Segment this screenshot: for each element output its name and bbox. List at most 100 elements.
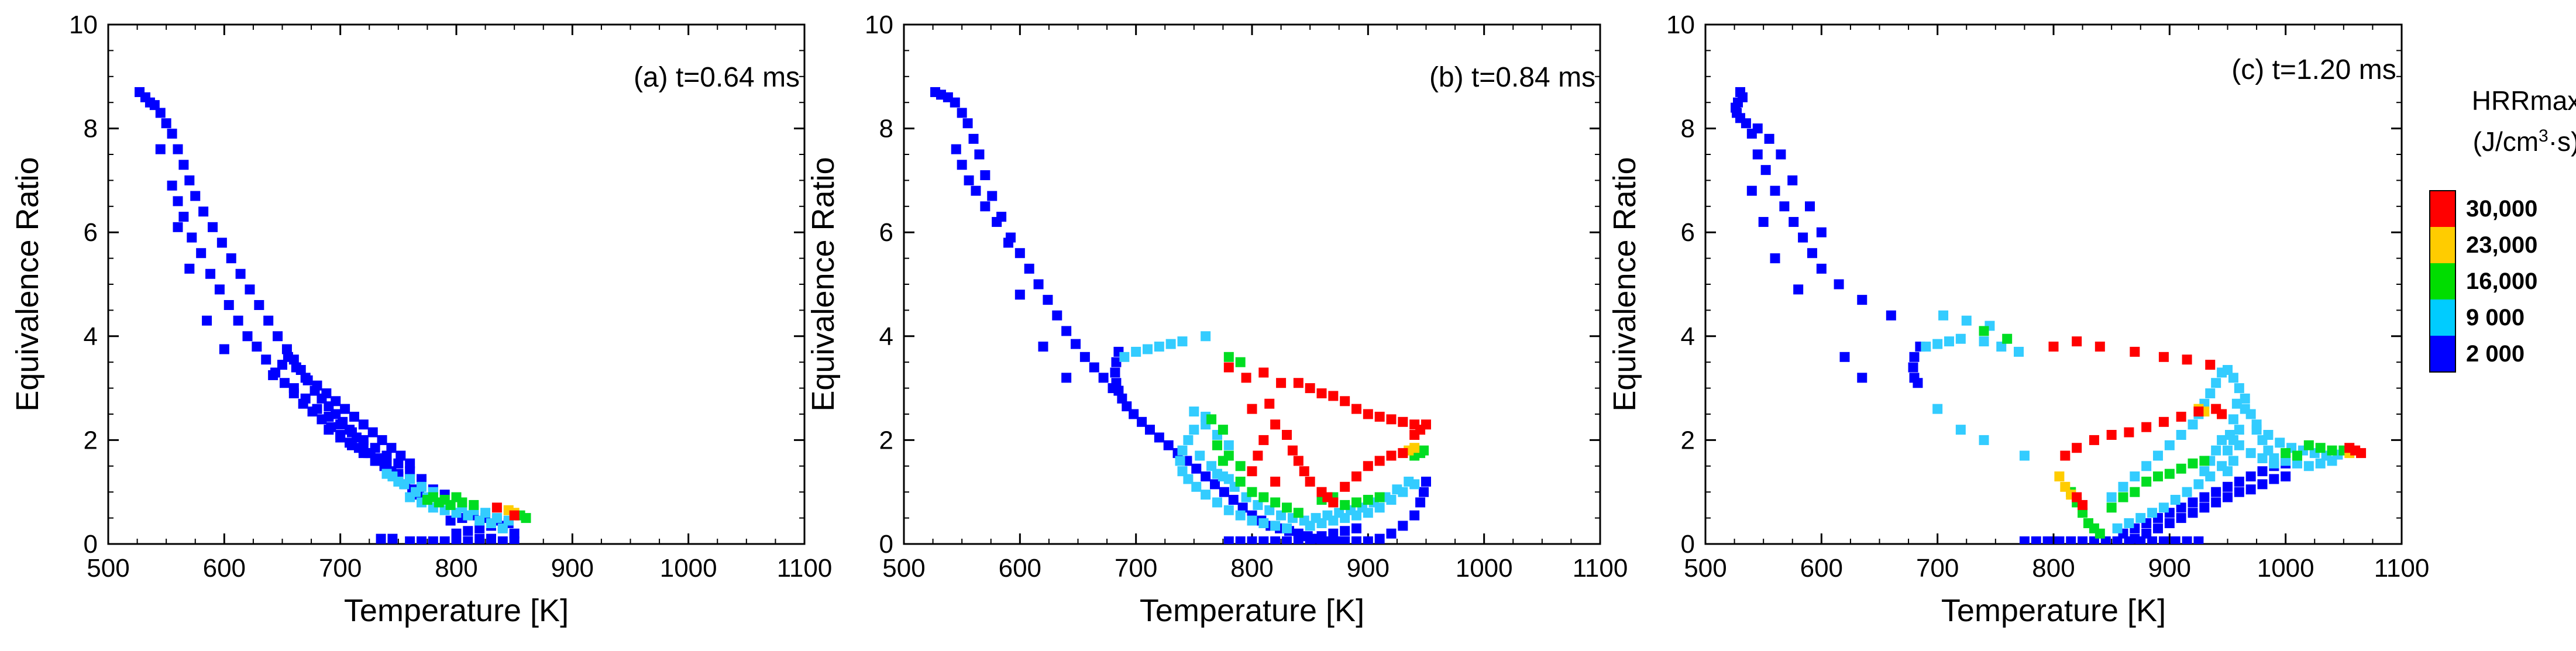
data-point — [2141, 461, 2152, 471]
data-point — [2066, 536, 2076, 544]
data-point — [1223, 474, 1234, 484]
data-point — [1386, 528, 1397, 539]
data-point — [1177, 336, 1188, 347]
data-point — [2153, 450, 2163, 461]
data-point — [1195, 450, 1205, 461]
data-point — [509, 510, 520, 521]
data-point — [155, 144, 166, 154]
markers — [135, 87, 531, 544]
data-point — [1276, 510, 1287, 521]
legend-swatch — [2430, 191, 2455, 227]
data-point — [395, 450, 406, 461]
data-point — [439, 495, 450, 505]
data-point — [2078, 508, 2088, 518]
data-point — [951, 144, 961, 154]
data-point — [486, 533, 496, 544]
data-point — [2176, 411, 2186, 422]
data-point — [474, 515, 485, 526]
data-point — [1816, 263, 1827, 274]
data-point — [376, 533, 386, 544]
y-tick-label: 4 — [1681, 322, 1695, 351]
data-point — [1079, 352, 1090, 362]
data-point — [1340, 481, 1350, 492]
legend-label: 9 000 — [2466, 305, 2525, 330]
data-point — [1351, 497, 1361, 508]
data-point — [1293, 378, 1304, 388]
legend-title: HRRmax — [2472, 85, 2576, 116]
data-point — [1218, 456, 1228, 466]
data-point — [1955, 425, 1966, 435]
data-point — [1247, 536, 1257, 544]
data-point — [2275, 438, 2285, 448]
x-tick-label: 700 — [319, 554, 362, 583]
data-point — [1409, 510, 1420, 521]
data-point — [347, 440, 357, 450]
data-point — [1374, 411, 1385, 422]
data-point — [2211, 497, 2221, 508]
x-tick-label: 600 — [203, 554, 246, 583]
data-point — [1206, 461, 1217, 471]
data-point — [254, 300, 264, 311]
data-point — [1386, 414, 1397, 425]
data-point — [1979, 435, 1989, 445]
plot-frame — [107, 23, 806, 545]
data-point — [2078, 536, 2088, 544]
data-point — [173, 222, 183, 232]
data-point — [480, 508, 491, 518]
data-point — [261, 354, 271, 365]
data-point — [1014, 248, 1025, 259]
data-point — [987, 191, 998, 201]
y-tick-label: 8 — [84, 115, 98, 143]
data-point — [2199, 456, 2210, 466]
data-point — [1122, 401, 1132, 412]
data-point — [1111, 357, 1122, 367]
data-point — [2292, 458, 2302, 469]
data-point — [1299, 515, 1309, 526]
data-point — [1746, 185, 1757, 196]
data-point — [1938, 310, 1949, 321]
data-point — [1061, 326, 1072, 336]
data-point — [974, 149, 985, 160]
data-point — [2072, 336, 2082, 347]
y-tick-label: 10 — [69, 11, 98, 39]
data-point — [1779, 201, 1790, 212]
y-tick-label: 8 — [879, 115, 893, 143]
data-point — [335, 432, 346, 443]
data-point — [347, 427, 357, 438]
data-point — [957, 108, 967, 118]
data-point — [497, 536, 508, 544]
y-tick-label: 6 — [879, 218, 893, 247]
data-point — [2060, 481, 2071, 492]
data-point — [2228, 414, 2238, 425]
data-point — [2072, 443, 2082, 453]
data-point — [1305, 383, 1315, 394]
data-point — [1270, 521, 1281, 531]
data-point — [968, 133, 979, 144]
data-point — [2356, 448, 2367, 459]
x-tick-label: 900 — [1347, 554, 1390, 583]
data-point — [219, 344, 229, 354]
data-point — [1398, 521, 1408, 531]
data-point — [1119, 352, 1130, 362]
data-point — [1913, 378, 1923, 388]
data-point — [370, 456, 380, 466]
data-point — [1857, 373, 1867, 383]
x-tick-label: 1100 — [1573, 554, 1628, 583]
data-point — [1287, 445, 1298, 456]
markers — [1731, 87, 2367, 544]
data-point — [2193, 407, 2204, 417]
data-point — [2281, 448, 2291, 459]
data-point — [2269, 474, 2279, 484]
data-point — [340, 404, 350, 414]
x-tick-label: 600 — [999, 554, 1041, 583]
data-point — [2303, 461, 2314, 471]
data-point — [1293, 536, 1304, 544]
data-point — [1979, 336, 1989, 347]
data-point — [1223, 352, 1234, 362]
data-point — [463, 510, 473, 521]
data-point — [2164, 440, 2175, 450]
data-point — [1061, 373, 1072, 383]
data-point — [2130, 346, 2140, 357]
data-point — [324, 411, 334, 422]
data-point — [2124, 518, 2134, 528]
